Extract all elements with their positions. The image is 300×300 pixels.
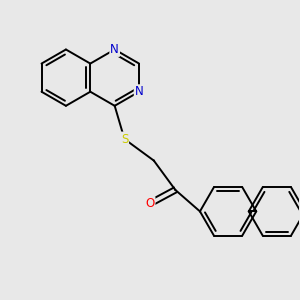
Text: O: O [145, 197, 154, 210]
Text: N: N [110, 43, 119, 56]
Text: S: S [121, 133, 128, 146]
Text: N: N [135, 85, 143, 98]
